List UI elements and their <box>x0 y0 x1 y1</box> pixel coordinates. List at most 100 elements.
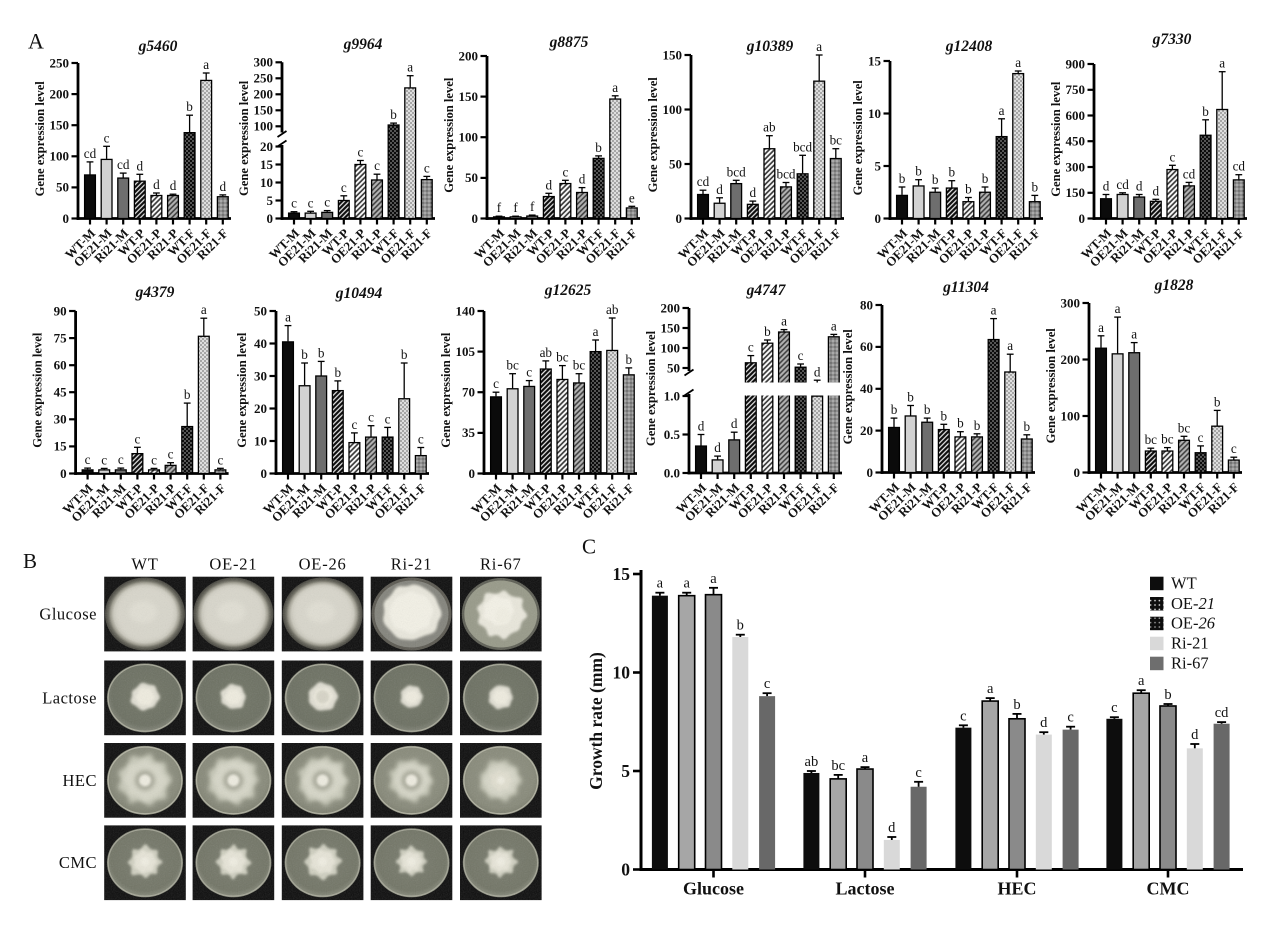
svg-text:ab: ab <box>540 345 553 360</box>
svg-text:5: 5 <box>267 193 274 208</box>
svg-text:30: 30 <box>254 368 267 383</box>
svg-text:b: b <box>1202 104 1209 119</box>
svg-text:Gene expression level: Gene expression level <box>644 330 658 446</box>
svg-text:105: 105 <box>456 344 476 359</box>
svg-text:45: 45 <box>54 385 68 400</box>
svg-text:Ri-67: Ri-67 <box>1171 654 1209 673</box>
svg-text:40: 40 <box>254 336 267 351</box>
svg-text:d: d <box>716 182 723 197</box>
svg-text:a: a <box>593 324 599 339</box>
svg-text:g7330: g7330 <box>1152 31 1192 48</box>
svg-text:a: a <box>781 314 787 329</box>
svg-text:Gene expression level: Gene expression level <box>235 332 249 448</box>
svg-text:a: a <box>991 303 997 318</box>
svg-text:b: b <box>949 165 956 180</box>
svg-text:b: b <box>974 418 981 433</box>
svg-text:35: 35 <box>462 425 476 440</box>
svg-text:100: 100 <box>1061 408 1081 423</box>
svg-text:5: 5 <box>875 158 882 173</box>
svg-text:a: a <box>710 571 717 587</box>
svg-text:1.0: 1.0 <box>664 388 680 403</box>
svg-text:50: 50 <box>254 303 267 318</box>
svg-text:cd: cd <box>117 157 130 172</box>
svg-text:WT: WT <box>1171 574 1197 593</box>
svg-text:b: b <box>891 402 898 417</box>
svg-text:20: 20 <box>254 401 267 416</box>
svg-text:b: b <box>1032 179 1039 194</box>
svg-text:b: b <box>626 352 633 367</box>
svg-text:OE-21: OE-21 <box>209 555 257 574</box>
svg-text:bc: bc <box>830 133 843 148</box>
svg-text:100: 100 <box>661 340 681 355</box>
svg-text:a: a <box>1219 56 1225 71</box>
svg-text:a: a <box>987 681 994 697</box>
svg-text:c: c <box>1169 149 1175 164</box>
svg-text:g11304: g11304 <box>942 279 989 296</box>
svg-text:b: b <box>737 618 744 634</box>
svg-text:b: b <box>764 324 771 339</box>
svg-text:Gene expression level: Gene expression level <box>646 77 660 193</box>
svg-text:a: a <box>683 576 690 592</box>
svg-text:c: c <box>493 376 499 391</box>
svg-text:cd: cd <box>84 146 97 161</box>
svg-text:bc: bc <box>1161 432 1174 447</box>
svg-text:bcd: bcd <box>727 164 746 179</box>
svg-text:d: d <box>220 179 227 194</box>
svg-text:250: 250 <box>50 55 70 70</box>
svg-text:d: d <box>731 416 738 431</box>
svg-text:ab: ab <box>763 120 776 135</box>
svg-text:a: a <box>285 310 291 325</box>
svg-text:30: 30 <box>54 412 67 427</box>
svg-text:100: 100 <box>254 119 274 134</box>
svg-text:10: 10 <box>613 663 631 683</box>
svg-text:c: c <box>424 160 430 175</box>
svg-text:Ri-67: Ri-67 <box>480 555 522 574</box>
svg-text:c: c <box>85 452 91 467</box>
svg-text:a: a <box>1131 327 1137 342</box>
svg-text:f: f <box>497 200 502 215</box>
svg-text:Gene expression level: Gene expression level <box>841 329 855 445</box>
svg-text:150: 150 <box>1066 185 1086 200</box>
svg-text:b: b <box>401 347 408 362</box>
svg-text:150: 150 <box>663 47 683 62</box>
svg-text:bc: bc <box>831 758 845 774</box>
svg-text:Lactose: Lactose <box>42 688 97 707</box>
svg-text:b: b <box>932 172 939 187</box>
svg-text:g8875: g8875 <box>549 34 589 51</box>
svg-text:Gene expression level: Gene expression level <box>851 80 865 196</box>
svg-text:d: d <box>546 177 553 192</box>
svg-text:g4747: g4747 <box>746 282 787 299</box>
svg-text:d: d <box>137 158 144 173</box>
svg-text:c: c <box>562 164 568 179</box>
svg-text:600: 600 <box>1066 108 1086 123</box>
svg-text:15: 15 <box>260 157 274 172</box>
svg-text:c: c <box>291 196 297 211</box>
svg-text:200: 200 <box>459 48 479 63</box>
svg-text:Gene expression level: Gene expression level <box>33 81 47 197</box>
svg-text:g12408: g12408 <box>945 38 993 55</box>
svg-text:90: 90 <box>54 303 67 318</box>
svg-text:0.5: 0.5 <box>664 427 681 442</box>
svg-text:cd: cd <box>1215 705 1229 721</box>
svg-text:b: b <box>907 390 914 405</box>
svg-text:Ri-21: Ri-21 <box>1171 634 1209 653</box>
svg-text:HEC: HEC <box>997 879 1036 899</box>
svg-text:c: c <box>915 765 921 781</box>
svg-text:750: 750 <box>1066 82 1086 97</box>
svg-text:bc: bc <box>1145 432 1158 447</box>
svg-text:Lactose: Lactose <box>836 879 895 899</box>
svg-text:300: 300 <box>1066 159 1086 174</box>
svg-text:a: a <box>407 60 413 75</box>
svg-text:d: d <box>714 440 721 455</box>
svg-text:Glucose: Glucose <box>683 879 744 899</box>
svg-text:ab: ab <box>805 754 819 770</box>
svg-text:c: c <box>324 195 330 210</box>
svg-text:d: d <box>888 820 896 836</box>
svg-text:300: 300 <box>1061 295 1081 310</box>
svg-text:bc: bc <box>1178 420 1191 435</box>
svg-text:150: 150 <box>50 118 70 133</box>
svg-text:b: b <box>899 171 906 186</box>
svg-text:Glucose: Glucose <box>39 605 97 624</box>
svg-text:b: b <box>335 365 342 380</box>
svg-text:50: 50 <box>56 180 69 195</box>
